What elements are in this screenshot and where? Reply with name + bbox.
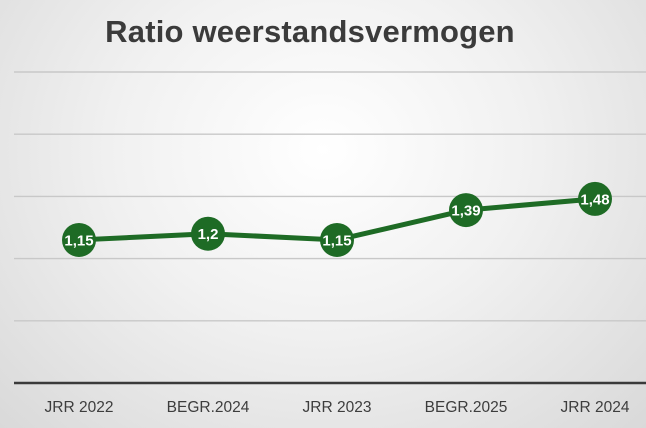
data-point-1 [191,216,225,251]
x-tick-label-1: BEGR.2024 [167,399,250,416]
x-tick-label-4: JRR 2024 [561,399,630,416]
data-label-3: 1,39 [451,203,480,220]
data-point-4 [578,181,612,216]
data-label-4: 1,48 [580,191,609,208]
x-tick-label-3: BEGR.2025 [425,399,508,416]
data-point-2 [320,222,354,257]
data-point-0 [62,222,96,257]
x-tick-label-2: JRR 2023 [303,399,372,416]
chart-title: Ratio weerstandsvermogen [105,14,515,49]
x-tick-label-0: JRR 2022 [45,399,114,416]
data-point-3 [449,193,483,228]
data-label-2: 1,15 [322,232,351,249]
data-label-0: 1,15 [64,232,93,249]
data-label-1: 1,2 [198,226,219,243]
